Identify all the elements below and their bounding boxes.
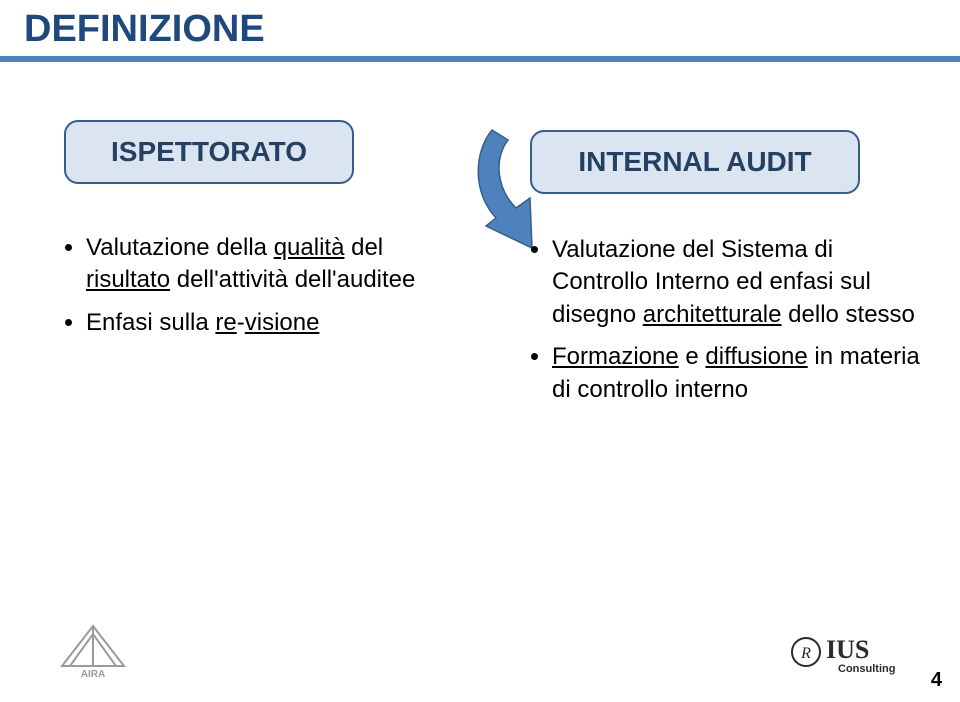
aira-logo-icon: AIRA (58, 624, 128, 680)
bullet-item: Formazione e diffusione in materia di co… (552, 341, 920, 406)
bullet-item: Enfasi sulla re-visione (86, 307, 444, 339)
right-bullets: Valutazione del Sistema di Controllo Int… (530, 234, 920, 406)
title-rule (0, 56, 960, 62)
ius-logo-icon: R IUS Consulting (790, 630, 900, 678)
svg-text:AIRA: AIRA (81, 669, 105, 680)
bullet-item: Valutazione della qualità del risultato … (86, 232, 444, 297)
ispettorato-label: ISPETTORATO (111, 136, 307, 167)
internal-audit-label: INTERNAL AUDIT (578, 146, 811, 177)
slide-title: DEFINIZIONE (24, 8, 265, 51)
svg-text:Consulting: Consulting (838, 663, 895, 675)
page-number: 4 (931, 669, 942, 692)
right-column: INTERNAL AUDIT Valutazione del Sistema d… (530, 130, 920, 416)
bullet-item: Valutazione del Sistema di Controllo Int… (552, 234, 920, 331)
svg-text:IUS: IUS (826, 635, 869, 664)
internal-audit-box: INTERNAL AUDIT (530, 130, 860, 194)
ispettorato-box: ISPETTORATO (64, 120, 354, 184)
left-column: ISPETTORATO Valutazione della qualità de… (64, 120, 444, 349)
left-bullets: Valutazione della qualità del risultato … (64, 232, 444, 339)
svg-text:R: R (800, 645, 811, 662)
